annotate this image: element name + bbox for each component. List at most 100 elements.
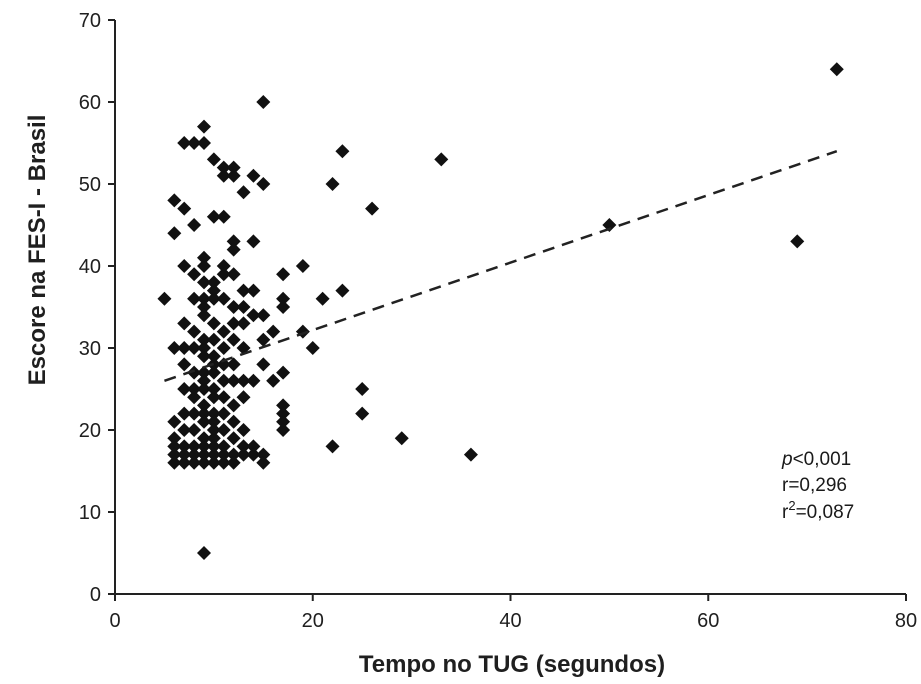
data-point [216, 168, 231, 183]
data-point [602, 218, 617, 232]
data-point [236, 373, 251, 388]
data-point [177, 406, 192, 421]
data-point [226, 447, 241, 462]
data-point [226, 357, 241, 372]
data-point [236, 439, 251, 454]
x-tick-label: 60 [697, 610, 719, 632]
data-point [266, 373, 281, 388]
data-point [177, 455, 192, 470]
r2-annotation: r2=0,087 [782, 498, 854, 523]
data-point [167, 431, 182, 446]
data-point [216, 447, 231, 462]
data-point [246, 168, 261, 183]
data-point [226, 332, 241, 347]
data-point [335, 283, 350, 298]
data-point [206, 455, 221, 470]
data-point [196, 398, 211, 413]
data-point [226, 455, 241, 470]
data-point [434, 152, 449, 167]
data-point [236, 390, 251, 405]
data-point [216, 259, 231, 273]
data-point [216, 373, 231, 388]
data-point [206, 349, 221, 364]
data-point [256, 447, 271, 462]
r2-prefix: r [782, 502, 789, 523]
data-point [157, 291, 172, 306]
data-point [196, 414, 211, 429]
data-point [305, 341, 320, 355]
data-point [226, 168, 241, 183]
data-point [315, 291, 330, 306]
data-point [206, 406, 221, 421]
data-point [206, 431, 221, 446]
data-point [187, 341, 202, 355]
y-tick-label: 10 [79, 502, 101, 524]
data-point [187, 447, 202, 462]
data-point [246, 439, 261, 454]
data-point [196, 373, 211, 388]
data-point [790, 234, 805, 249]
data-point [256, 308, 271, 323]
data-point [206, 365, 221, 380]
x-axis-title: Tempo no TUG (segundos) [359, 651, 665, 678]
data-point [196, 455, 211, 470]
data-point [167, 226, 182, 241]
data-point [226, 234, 241, 249]
data-point [226, 267, 241, 282]
data-point [177, 201, 192, 216]
data-point [276, 267, 291, 282]
data-point [167, 447, 182, 462]
data-point [177, 382, 192, 396]
data-point [226, 316, 241, 331]
data-point [355, 406, 370, 421]
data-point [187, 406, 202, 421]
data-point [196, 332, 211, 347]
y-tick-label: 50 [79, 174, 101, 196]
data-point [196, 119, 211, 134]
data-point [236, 316, 251, 331]
data-point [216, 439, 231, 454]
data-point [276, 300, 291, 314]
data-point [236, 283, 251, 298]
data-point [256, 95, 271, 109]
data-point [206, 439, 221, 454]
data-point [216, 209, 231, 224]
data-point [206, 291, 221, 306]
data-point [355, 382, 370, 396]
data-point [256, 357, 271, 372]
data-point [246, 283, 261, 298]
data-point [206, 414, 221, 429]
data-point [236, 300, 251, 314]
data-point [276, 291, 291, 306]
data-point [206, 332, 221, 347]
data-point [325, 439, 340, 454]
data-point [226, 242, 241, 257]
data-point [196, 250, 211, 265]
data-point [206, 316, 221, 331]
data-point [196, 365, 211, 380]
data-point [206, 283, 221, 298]
data-points [157, 62, 844, 560]
data-point [187, 136, 202, 150]
data-point [187, 439, 202, 454]
data-point [829, 62, 844, 77]
data-point [196, 439, 211, 454]
data-point [216, 267, 231, 282]
data-point [206, 275, 221, 290]
data-point [276, 398, 291, 413]
data-point [196, 300, 211, 314]
data-point [167, 439, 182, 454]
data-point [236, 423, 251, 437]
data-point [226, 373, 241, 388]
y-tick-label: 30 [79, 338, 101, 360]
data-point [256, 455, 271, 470]
r-annotation: r=0,296 [782, 475, 847, 496]
data-point [177, 357, 192, 372]
r2-superscript: 2 [788, 498, 795, 513]
data-point [177, 136, 192, 150]
data-point [246, 373, 261, 388]
data-point [216, 160, 231, 175]
y-axis-title: Escore na FES-I - Brasil [24, 115, 51, 386]
data-point [196, 136, 211, 150]
data-point [187, 390, 202, 405]
